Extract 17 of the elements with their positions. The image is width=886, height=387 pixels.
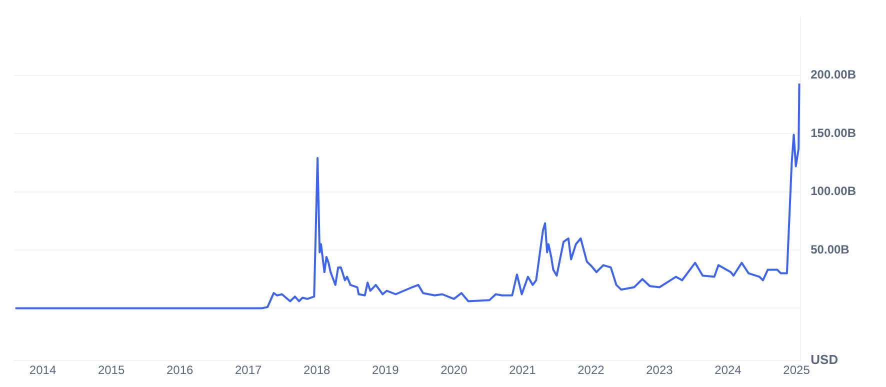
x-tick-label: 2022	[578, 363, 605, 378]
x-tick-label: 2021	[509, 363, 536, 378]
x-tick-label: 2018	[304, 363, 331, 378]
x-tick-label: 2024	[714, 363, 742, 378]
y-tick-label: 100.00B	[810, 184, 856, 198]
y-axis-title: USD	[810, 352, 838, 368]
x-tick-label: 2025	[783, 363, 810, 378]
x-tick-label: 2019	[372, 363, 400, 378]
x-tick-label: 2017	[234, 363, 262, 378]
x-tick-label: 2015	[98, 363, 125, 378]
x-tick-label: 2020	[440, 363, 468, 378]
y-tick-label: 150.00B	[810, 126, 856, 140]
y-tick-label: 200.00B	[810, 68, 856, 82]
y-tick-label: 50.00B	[810, 242, 850, 256]
x-tick-label: 2014	[29, 363, 56, 378]
x-tick-label: 2023	[646, 363, 674, 378]
x-tick-label: 2016	[166, 363, 194, 378]
